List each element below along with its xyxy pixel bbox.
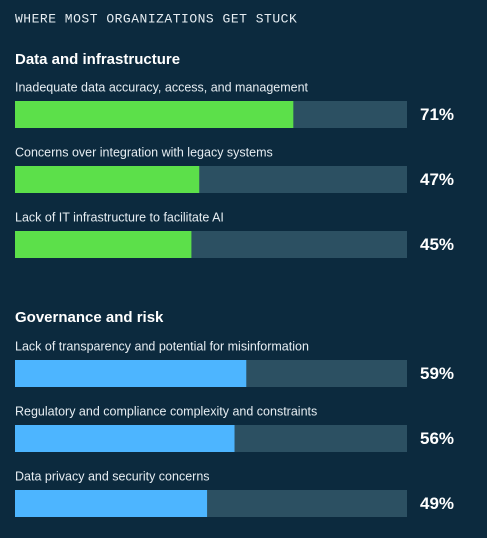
category-label: Data privacy and security concerns (15, 469, 210, 483)
value-label: 49% (420, 494, 454, 513)
category-label: Concerns over integration with legacy sy… (15, 145, 273, 159)
section-title: Governance and risk (15, 309, 164, 326)
category-label: Inadequate data accuracy, access, and ma… (15, 80, 309, 94)
category-label: Lack of transparency and potential for m… (15, 339, 309, 353)
value-label: 56% (420, 429, 454, 448)
category-label: Regulatory and compliance complexity and… (15, 404, 317, 418)
bar (15, 425, 235, 452)
value-label: 71% (420, 105, 454, 124)
bar (15, 101, 294, 128)
value-label: 45% (420, 235, 454, 254)
section-title: Data and infrastructure (15, 51, 180, 68)
value-label: 47% (420, 170, 454, 189)
value-label: 59% (420, 364, 454, 383)
bar (15, 490, 208, 517)
bar (15, 360, 247, 387)
bar (15, 166, 200, 193)
category-label: Lack of IT infrastructure to facilitate … (15, 210, 224, 224)
bar (15, 231, 192, 258)
header: WHERE MOST ORGANIZATIONS GET STUCK (15, 11, 297, 26)
